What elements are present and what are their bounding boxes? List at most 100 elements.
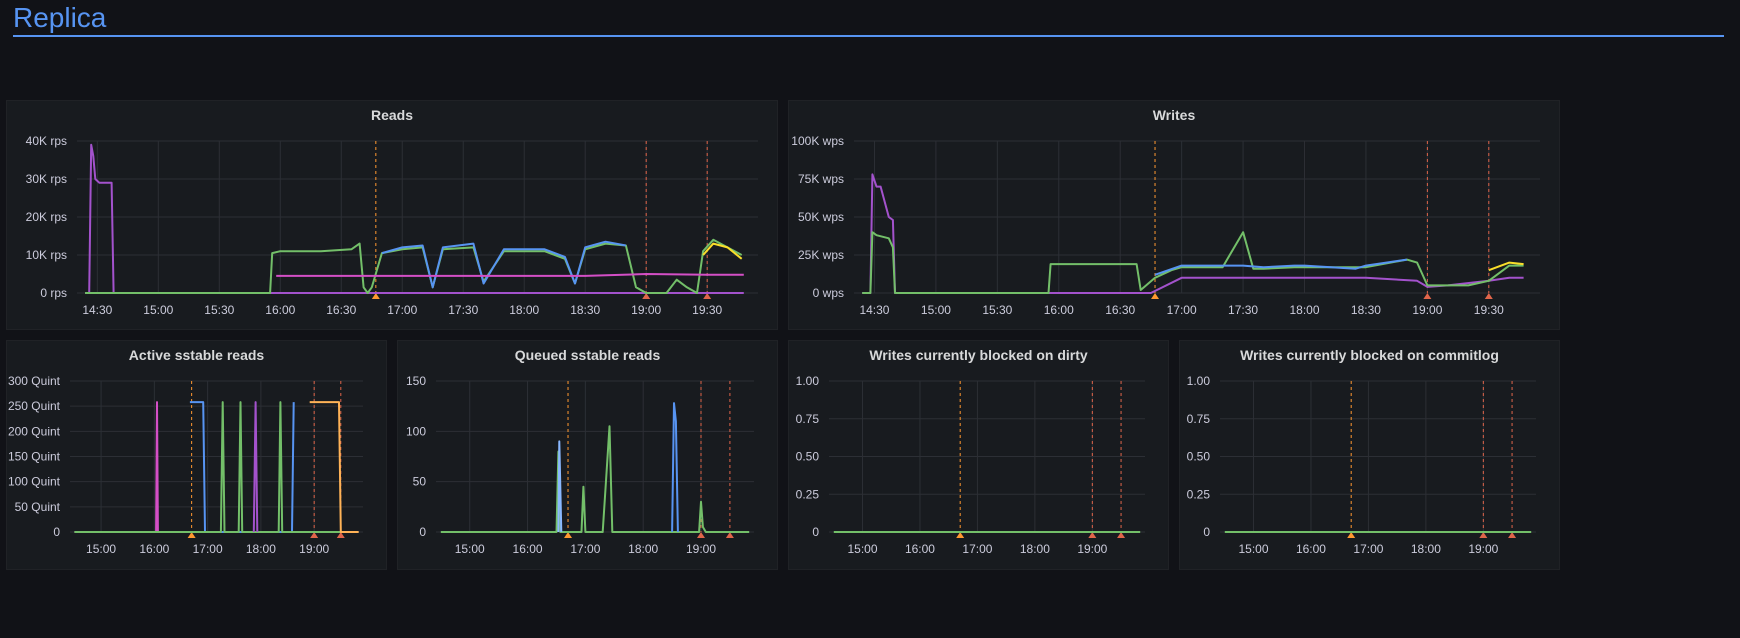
y-tick-label: 0 (419, 525, 426, 539)
chart-svg: 0 wps 25K wps 50K wps 75K wps 100K wps 14:30 1… (791, 134, 1540, 317)
series-line[interactable] (309, 401, 359, 533)
x-tick-label: 19:00 (1468, 542, 1498, 556)
annotation-marker[interactable] (956, 532, 965, 538)
annotation-marker[interactable] (371, 293, 380, 299)
annotation-marker[interactable] (1088, 532, 1097, 538)
y-tick-label: 150 (406, 374, 426, 388)
x-tick-label: 16:00 (1296, 542, 1326, 556)
annotation-marker[interactable] (703, 293, 712, 299)
annotation-marker[interactable] (1484, 293, 1493, 299)
row-title[interactable]: Replica (13, 2, 107, 33)
x-tick-label: 16:00 (905, 542, 935, 556)
annotation-marker[interactable] (697, 532, 705, 538)
x-tick-label: 16:00 (513, 542, 543, 556)
y-tick-label: 100 (406, 424, 426, 438)
panel-title[interactable]: Writes (1152, 107, 1196, 123)
x-tick-label: 15:00 (847, 542, 877, 556)
y-tick-label: 0 (53, 525, 60, 539)
annotation-marker[interactable] (1423, 293, 1432, 299)
y-tick-label: 50K wps (798, 210, 844, 224)
x-tick-label: 19:00 (299, 542, 329, 556)
x-tick-label: 14:30 (82, 303, 112, 317)
annotation-marker[interactable] (564, 532, 573, 538)
x-tick-label: 17:30 (448, 303, 478, 317)
y-tick-label: 20K rps (26, 210, 67, 224)
panel-title[interactable]: Writes currently blocked on commitlog (1240, 347, 1499, 363)
panel-title[interactable]: Writes currently blocked on dirty (869, 347, 1088, 363)
x-tick-label: 17:00 (387, 303, 417, 317)
series-line[interactable] (85, 143, 744, 294)
x-tick-label: 17:00 (1353, 542, 1383, 556)
y-tick-label: 1.00 (796, 374, 820, 388)
x-tick-label: 18:30 (1351, 303, 1381, 317)
y-tick-label: 0 (812, 525, 819, 539)
x-tick-label: 15:00 (143, 303, 173, 317)
series-line[interactable] (1488, 261, 1524, 272)
panel-title[interactable]: Queued sstable reads (514, 347, 661, 363)
x-tick-label: 15:00 (921, 303, 951, 317)
annotation-marker[interactable] (1479, 532, 1488, 538)
panel-title[interactable]: Active sstable reads (128, 347, 265, 363)
x-tick-label: 15:30 (982, 303, 1012, 317)
x-tick-label: 16:30 (1105, 303, 1135, 317)
panel-writes-blocked-dirty[interactable]: Writes currently blocked on dirty 0 0.25 0… (788, 340, 1169, 570)
y-tick-label: 150 Quint (8, 450, 61, 464)
x-tick-label: 15:00 (86, 542, 116, 556)
annotation-marker[interactable] (1508, 532, 1517, 538)
x-tick-label: 14:30 (859, 303, 889, 317)
x-tick-label: 17:00 (193, 542, 223, 556)
series-line[interactable] (440, 425, 750, 533)
y-tick-label: 300 Quint (8, 374, 61, 388)
y-tick-label: 1.00 (1187, 374, 1211, 388)
series-line[interactable] (381, 240, 627, 289)
annotation-marker[interactable] (1151, 293, 1160, 299)
annotation-marker[interactable] (187, 532, 196, 538)
panel-active-sstable-reads[interactable]: Active sstable reads 0 50 Quint 100 Quint 1… (6, 340, 387, 570)
annotation-marker[interactable] (642, 293, 651, 299)
x-tick-label: 18:00 (1411, 542, 1441, 556)
annotation-marker[interactable] (1117, 532, 1126, 538)
chart-svg: 0 0.25 0.50 0.75 1.00 15:00 16:00 17:00 18:00 19:… (1187, 374, 1536, 556)
series-line[interactable] (862, 231, 1524, 294)
annotation-marker[interactable] (310, 532, 319, 538)
y-tick-label: 75K wps (798, 172, 844, 186)
x-tick-label: 15:00 (1238, 542, 1268, 556)
x-tick-label: 17:00 (962, 542, 992, 556)
series-line[interactable] (85, 238, 743, 294)
chart-svg: 0 rps 10K rps 20K rps 30K rps 40K rps 14:30 15… (26, 134, 758, 317)
x-tick-label: 18:00 (509, 303, 539, 317)
y-tick-label: 200 Quint (8, 424, 61, 438)
series-line[interactable] (276, 273, 744, 277)
x-tick-label: 15:00 (455, 542, 485, 556)
x-tick-label: 18:00 (628, 542, 658, 556)
chart-svg: 0 0.25 0.50 0.75 1.00 15:00 16:00 17:00 18:00 19:… (796, 374, 1145, 556)
series-line[interactable] (702, 242, 743, 260)
x-tick-label: 18:30 (570, 303, 600, 317)
panel-title[interactable]: Reads (370, 107, 414, 123)
series-line[interactable] (1154, 258, 1408, 276)
x-tick-label: 19:30 (692, 303, 722, 317)
panel-writes[interactable]: Writes 0 wps 25K wps 50K wps 75K wps 100K wp… (788, 100, 1560, 330)
panel-queued-sstable-reads[interactable]: Queued sstable reads 0 50 100 150 15:00 16:00… (397, 340, 778, 570)
series-line[interactable] (671, 402, 679, 533)
row-divider (13, 35, 1724, 37)
series-line[interactable] (74, 401, 359, 533)
chart-svg: 0 50 Quint 100 Quint 150 Quint 200 Quint 250 … (8, 374, 363, 556)
y-tick-label: 25K wps (798, 248, 844, 262)
y-tick-label: 250 Quint (8, 399, 61, 413)
x-tick-label: 16:00 (139, 542, 169, 556)
series-line[interactable] (252, 401, 259, 533)
panel-reads[interactable]: Reads 0 rps 10K rps 20K rps 30K rps 40K rps 1… (6, 100, 778, 330)
x-tick-label: 16:00 (265, 303, 295, 317)
annotation-marker[interactable] (336, 532, 345, 538)
series-line[interactable] (862, 173, 1524, 294)
y-tick-label: 0.75 (796, 412, 820, 426)
y-tick-label: 100 Quint (8, 475, 61, 489)
y-tick-label: 100K wps (791, 134, 844, 148)
annotation-marker[interactable] (1347, 532, 1356, 538)
series-line[interactable] (557, 440, 563, 533)
annotation-marker[interactable] (725, 532, 734, 538)
series-line[interactable] (74, 401, 359, 533)
y-tick-label: 0.75 (1187, 412, 1211, 426)
